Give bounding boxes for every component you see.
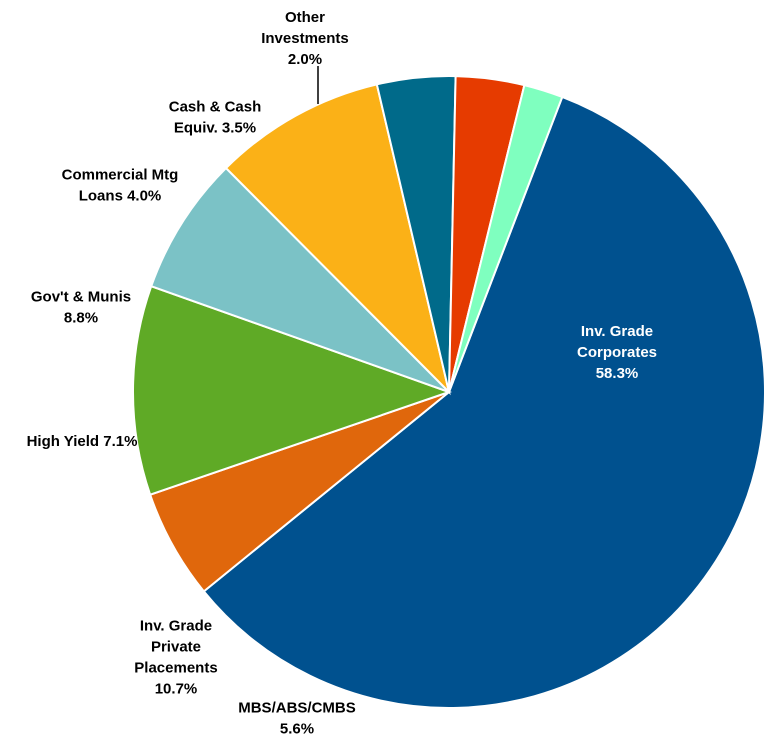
slice-label-line: Loans 4.0% [79,188,162,205]
slice-label-other-investments: Other Investments 2.0% [261,9,349,68]
slice-label-inv-grade-corporates: Inv. Grade Corporates 58.3% [577,323,657,382]
slice-label-line: Corporates [577,344,657,361]
pie-slice-gov-t-munis [224,83,451,396]
slice-label-line: Commercial Mtg [62,167,179,184]
pie-slice-high-yield [149,166,450,393]
slice-label-cash-cash-equiv: Cash & Cash Equiv. 3.5% [169,99,262,137]
slice-label-line: MBS/ABS/CMBS [238,700,356,717]
slice-label-line: Equiv. 3.5% [174,120,256,137]
slice-label-line: Private [151,639,201,656]
slice-label-line: 2.0% [288,51,322,68]
slice-label-inv-grade-private-placements: Inv. Grade Private Placements 10.7% [134,618,217,698]
slice-label-line: Inv. Grade [581,323,653,340]
slice-label-commercial-mtg-loans: Commercial Mtg Loans 4.0% [62,167,179,205]
pie-slice-other-investments [448,83,564,393]
slice-label-line: 5.6% [280,721,314,738]
pie-slice-inv-grade-corporates [202,95,764,709]
slice-label-line: 58.3% [596,365,639,382]
slice-label-gov-t-munis: Gov't & Munis 8.8% [31,289,131,327]
slice-label-line: Gov't & Munis [31,289,131,306]
slice-label-line: 10.7% [155,681,198,698]
slice-label-line: High Yield 7.1% [27,433,138,450]
slice-label-line: 8.8% [64,310,98,327]
pie-slice-inv-grade-private-placements [132,284,453,496]
slice-label-line: Other [285,9,325,26]
slice-label-line: Inv. Grade [140,618,212,635]
slice-label-line: Placements [134,660,217,677]
slice-label-mbs-abs-cmbs: MBS/ABS/CMBS 5.6% [238,700,356,738]
slice-label-high-yield: High Yield 7.1% [27,433,138,450]
slice-label-line: Cash & Cash [169,99,262,116]
slice-label-line: Investments [261,30,349,47]
